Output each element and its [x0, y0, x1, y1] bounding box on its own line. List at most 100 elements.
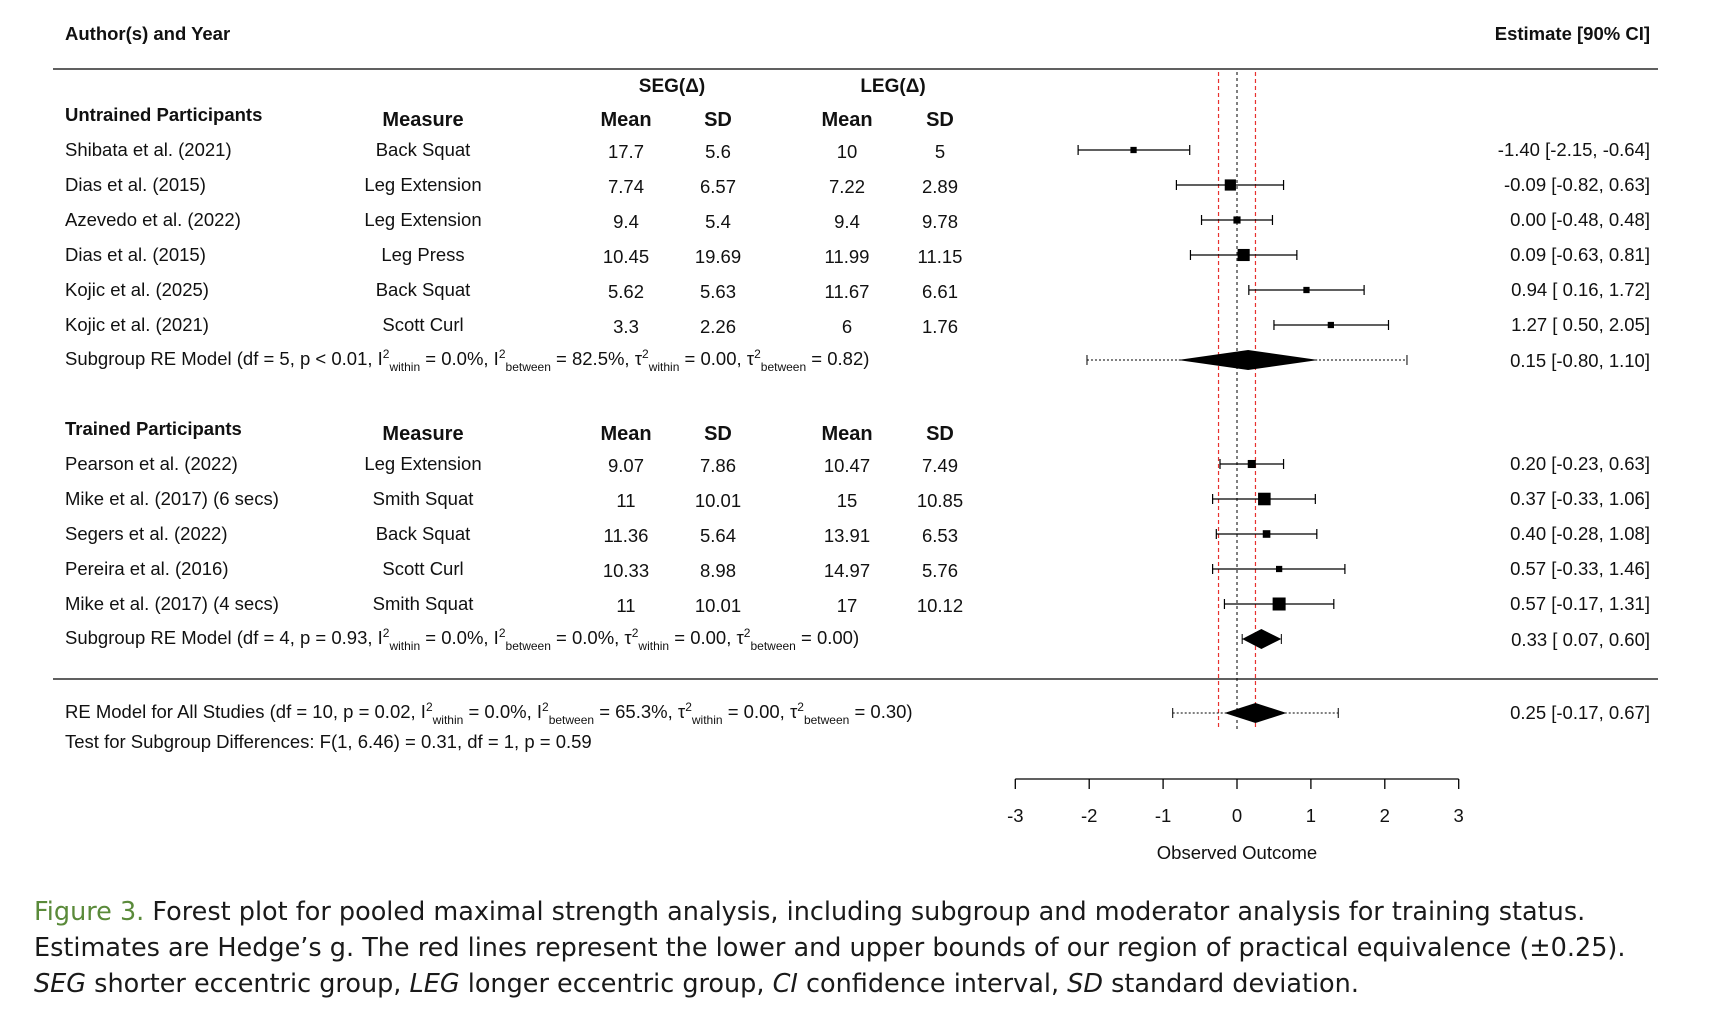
leg-mean-value: 6	[842, 316, 852, 337]
subgroup-model-label-part-b: = 0.0%, I	[420, 348, 499, 369]
subgroup-model-label-part-d: = 0.00, τ	[669, 627, 744, 648]
study-point-estimate	[1224, 179, 1236, 191]
study-estimate-ci: -1.40 [-2.15, -0.64]	[1498, 139, 1650, 160]
leg-sd-column-header: SD	[926, 109, 954, 131]
leg-sd-value: 6.53	[922, 525, 958, 546]
leg-mean-value: 7.22	[829, 176, 865, 197]
study-measure: Smith Squat	[373, 488, 474, 509]
leg-mean-value: 11.99	[825, 246, 870, 267]
study-label: Dias et al. (2015)	[65, 174, 206, 195]
within-subscript: within	[637, 639, 669, 653]
study-point-estimate	[1327, 321, 1334, 329]
study-point-estimate	[1303, 286, 1310, 294]
caption-sd: SD	[1067, 969, 1103, 999]
study-measure: Back Squat	[376, 279, 471, 300]
study-label: Kojic et al. (2021)	[65, 314, 209, 335]
seg-sd-value: 5.63	[700, 281, 736, 302]
within-subscript: within	[648, 360, 680, 374]
subgroup-model-label-part-d: = 0.00, τ	[679, 348, 754, 369]
seg-mean-value: 9.4	[613, 211, 639, 232]
x-tick-label: 3	[1454, 805, 1464, 826]
seg-sd-value: 5.6	[705, 141, 731, 162]
caption-text-5: standard deviation.	[1102, 969, 1359, 999]
seg-header: SEG(Δ)	[639, 76, 705, 97]
study-point-estimate	[1258, 492, 1271, 506]
i2-within-superscript: 2	[383, 347, 390, 361]
overall-model-label-part-d: = 0.00, τ	[723, 701, 798, 722]
study-measure: Leg Extension	[364, 174, 481, 195]
subgroup-model-label-part-b: = 0.0%, I	[420, 627, 499, 648]
study-estimate-ci: 0.57 [-0.33, 1.46]	[1510, 558, 1650, 579]
seg-mean-value: 11	[616, 595, 635, 616]
seg-mean-value: 10.33	[603, 560, 649, 581]
leg-sd-value: 6.61	[922, 281, 958, 302]
study-point-estimate	[1275, 565, 1283, 573]
caption-text-4: confidence interval,	[797, 969, 1068, 999]
seg-mean-value: 5.62	[608, 281, 644, 302]
between-subscript: between	[761, 360, 806, 374]
seg-sd-value: 2.26	[700, 316, 736, 337]
subgroup-model-label-part-e: = 0.00)	[796, 627, 859, 648]
leg-sd-value: 11.15	[918, 246, 963, 267]
caption-text-3: longer eccentric group,	[459, 969, 773, 999]
study-label: Azevedo et al. (2022)	[65, 209, 241, 230]
study-label: Dias et al. (2015)	[65, 244, 206, 265]
seg-sd-value: 10.01	[695, 595, 741, 616]
seg-sd-column-header: SD	[704, 423, 732, 445]
leg-sd-value: 7.49	[922, 455, 958, 476]
study-estimate-ci: 1.27 [ 0.50, 2.05]	[1511, 314, 1650, 335]
overall-model-label-part-a: RE Model for All Studies (df = 10, p = 0…	[65, 701, 426, 722]
study-measure: Back Squat	[376, 523, 471, 544]
x-tick-label: 0	[1232, 805, 1242, 826]
study-measure: Leg Press	[381, 244, 464, 265]
leg-sd-value: 2.89	[922, 176, 958, 197]
study-label: Kojic et al. (2025)	[65, 279, 209, 300]
leg-sd-value: 10.85	[917, 490, 963, 511]
seg-sd-column-header: SD	[704, 109, 732, 131]
seg-mean-value: 10.45	[603, 246, 649, 267]
overall-model-label: RE Model for All Studies (df = 10, p = 0…	[65, 700, 913, 727]
study-measure: Leg Extension	[364, 209, 481, 230]
seg-mean-value: 9.07	[608, 455, 644, 476]
author-year-header: Author(s) and Year	[65, 23, 230, 44]
study-measure: Scott Curl	[382, 314, 463, 335]
tau-between-superscript: 2	[797, 700, 804, 714]
subgroup-estimate-ci: 0.15 [-0.80, 1.10]	[1510, 350, 1650, 371]
leg-mean-column-header: Mean	[821, 423, 872, 445]
overall-summary-diamond	[1224, 703, 1287, 723]
study-estimate-ci: 0.09 [-0.63, 0.81]	[1510, 244, 1650, 265]
seg-mean-column-header: Mean	[600, 109, 651, 131]
tau-between-superscript: 2	[754, 347, 761, 361]
study-estimate-ci: 0.20 [-0.23, 0.63]	[1510, 453, 1650, 474]
overall-estimate-ci: 0.25 [-0.17, 0.67]	[1510, 702, 1650, 723]
group-title: Trained Participants	[65, 418, 242, 439]
group-title: Untrained Participants	[65, 104, 262, 125]
seg-mean-value: 17.7	[608, 141, 644, 162]
x-axis-label: Observed Outcome	[1157, 842, 1317, 863]
i2-between-superscript: 2	[542, 700, 549, 714]
subgroup-model-label-part-e: = 0.82)	[806, 348, 869, 369]
seg-mean-value: 11.36	[604, 525, 649, 546]
i2-between-superscript: 2	[499, 626, 506, 640]
x-tick-label: -1	[1155, 805, 1171, 826]
leg-mean-column-header: Mean	[821, 109, 872, 131]
leg-mean-value: 15	[837, 490, 858, 511]
study-label: Segers et al. (2022)	[65, 523, 227, 544]
within-subscript: within	[388, 360, 420, 374]
measure-column-header: Measure	[382, 109, 463, 131]
study-label: Mike et al. (2017) (4 secs)	[65, 593, 279, 614]
leg-sd-value: 1.76	[922, 316, 958, 337]
study-point-estimate	[1237, 248, 1250, 262]
leg-mean-value: 9.4	[834, 211, 860, 232]
study-estimate-ci: 0.00 [-0.48, 0.48]	[1510, 209, 1650, 230]
leg-mean-value: 10.47	[824, 455, 870, 476]
leg-mean-value: 10	[837, 141, 858, 162]
study-point-estimate	[1233, 216, 1241, 224]
study-estimate-ci: 0.40 [-0.28, 1.08]	[1510, 523, 1650, 544]
caption-text-2: shorter eccentric group,	[86, 969, 410, 999]
i2-within-superscript: 2	[426, 700, 433, 714]
overall-model-label-part-b: = 0.0%, I	[463, 701, 542, 722]
seg-mean-column-header: Mean	[600, 423, 651, 445]
within-subscript: within	[432, 713, 464, 727]
